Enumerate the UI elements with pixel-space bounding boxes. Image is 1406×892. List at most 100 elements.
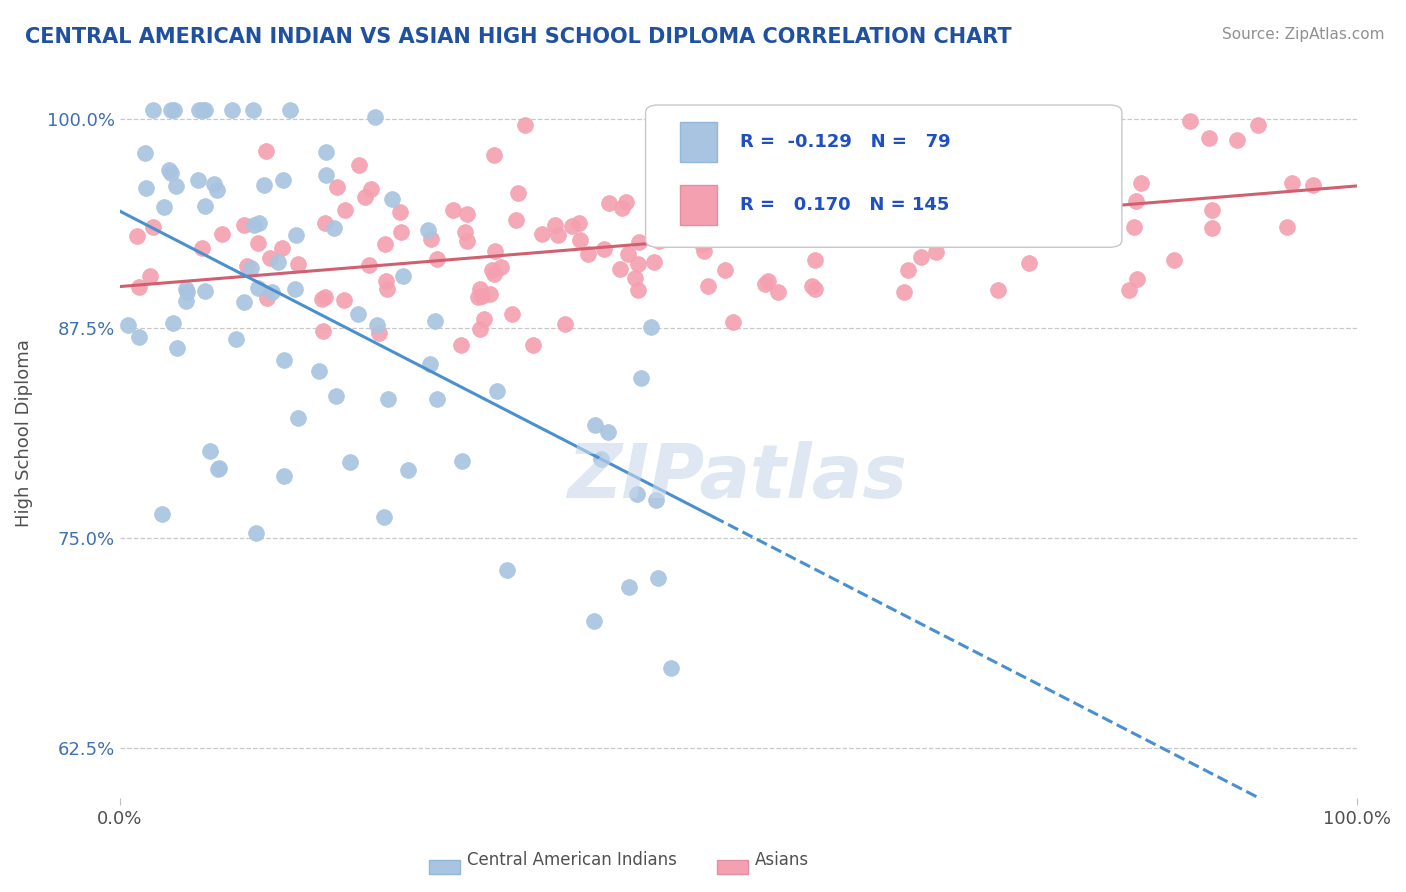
Point [554, 318, 576, 332]
Point [803, 282, 825, 296]
Point [454, 226, 477, 240]
Point [740, 223, 762, 237]
Point [640, 320, 662, 334]
Point [247, 216, 270, 230]
Point [157, 163, 180, 178]
Point [697, 278, 720, 293]
Point [366, 318, 388, 332]
Point [800, 279, 823, 293]
Point [683, 199, 706, 213]
Point [897, 263, 920, 277]
FancyBboxPatch shape [681, 122, 717, 162]
Point [347, 158, 370, 172]
Point [128, 280, 150, 294]
Point [273, 468, 295, 483]
Text: Central American Indians: Central American Indians [467, 851, 676, 869]
Point [1201, 221, 1223, 235]
Point [501, 307, 523, 321]
Point [782, 220, 804, 235]
Point [441, 203, 464, 218]
Point [202, 177, 225, 191]
Point [308, 364, 330, 378]
Point [176, 285, 198, 299]
Point [513, 118, 536, 132]
Point [481, 263, 503, 277]
Point [720, 184, 742, 198]
Point [628, 235, 651, 249]
Point [567, 216, 589, 230]
Point [450, 338, 472, 352]
Point [835, 227, 858, 242]
Point [191, 103, 214, 118]
Point [396, 463, 419, 477]
Point [721, 316, 744, 330]
Point [766, 285, 789, 299]
Point [239, 260, 262, 275]
Point [617, 580, 640, 594]
Point [696, 234, 718, 248]
Point [859, 223, 882, 237]
Point [1005, 214, 1028, 228]
Point [1122, 220, 1144, 235]
Point [419, 357, 441, 371]
Point [1078, 171, 1101, 186]
Point [986, 216, 1008, 230]
Point [609, 262, 631, 277]
Point [907, 215, 929, 229]
Point [373, 510, 395, 524]
Point [347, 307, 370, 321]
Point [893, 285, 915, 300]
Point [842, 192, 865, 206]
Point [754, 277, 776, 292]
Point [253, 178, 276, 192]
Point [187, 173, 209, 187]
Point [648, 234, 671, 248]
Point [247, 281, 270, 295]
Point [1198, 131, 1220, 145]
Point [522, 338, 544, 352]
Point [423, 314, 446, 328]
Point [381, 192, 404, 206]
Point [191, 241, 214, 255]
Point [627, 283, 650, 297]
Point [326, 180, 349, 194]
Point [894, 168, 917, 182]
Point [482, 267, 505, 281]
Point [508, 186, 530, 200]
Point [647, 571, 669, 585]
Point [315, 168, 337, 182]
Point [188, 103, 211, 118]
Point [163, 103, 186, 118]
Point [582, 615, 605, 629]
Point [391, 269, 413, 284]
Point [287, 410, 309, 425]
Point [333, 293, 356, 307]
Point [174, 282, 197, 296]
Point [233, 218, 256, 232]
Point [1085, 210, 1108, 224]
Point [467, 290, 489, 304]
Point [389, 225, 412, 239]
Point [813, 148, 835, 162]
Point [139, 269, 162, 284]
Point [166, 342, 188, 356]
Point [152, 507, 174, 521]
Point [598, 195, 620, 210]
Point [311, 292, 333, 306]
Point [643, 254, 665, 268]
Point [987, 283, 1010, 297]
Point [998, 213, 1021, 227]
Point [254, 145, 277, 159]
Point [225, 332, 247, 346]
Point [360, 182, 382, 196]
Point [569, 233, 592, 247]
Point [323, 220, 346, 235]
Point [1057, 187, 1080, 202]
Point [1130, 176, 1153, 190]
Point [314, 215, 336, 229]
Point [256, 292, 278, 306]
Point [706, 188, 728, 202]
Point [207, 462, 229, 476]
Point [426, 252, 449, 266]
Point [1018, 255, 1040, 269]
